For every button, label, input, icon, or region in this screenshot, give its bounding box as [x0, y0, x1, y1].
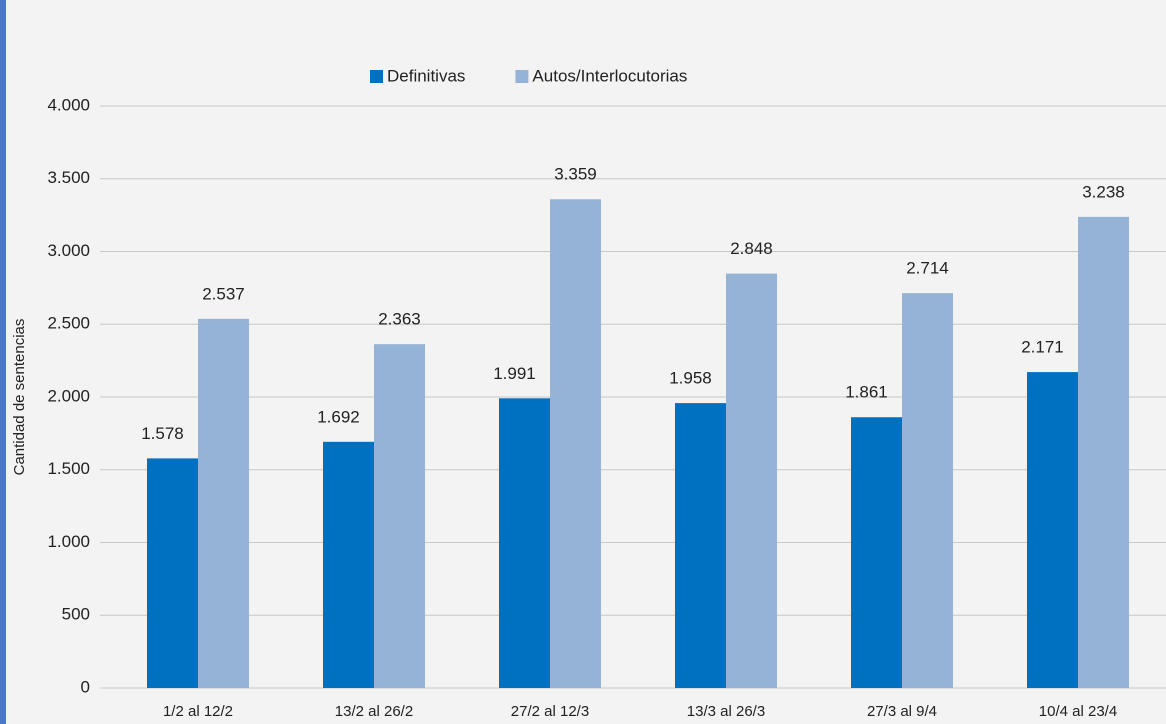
bar: [902, 293, 953, 688]
bar: [1078, 216, 1129, 688]
bar: [851, 417, 902, 688]
legend-swatch: [370, 70, 383, 83]
y-tick-label: 1.500: [47, 459, 90, 478]
value-label: 3.359: [554, 165, 597, 184]
value-label: 3.238: [1082, 182, 1125, 201]
value-label: 1.958: [669, 369, 712, 388]
value-label: 1.578: [141, 424, 184, 443]
y-tick-label: 2.000: [47, 386, 90, 405]
value-label: 2.848: [730, 239, 773, 258]
y-tick-label: 3.000: [47, 241, 90, 260]
bar: [1027, 372, 1078, 688]
y-tick-label: 500: [62, 605, 90, 624]
legend-label: Autos/Interlocutorias: [532, 66, 687, 85]
bar: [147, 458, 198, 688]
legend-label: Definitivas: [387, 66, 465, 85]
x-tick-label: 1/2 al 12/2: [163, 703, 233, 720]
y-tick-label: 4.000: [47, 95, 90, 114]
x-tick-label: 27/3 al 9/4: [867, 703, 937, 720]
legend-swatch: [515, 70, 529, 83]
bar: [550, 199, 601, 688]
bar: [374, 344, 425, 688]
x-tick-label: 27/2 al 12/3: [511, 703, 589, 720]
value-label: 1.692: [317, 407, 360, 426]
value-label: 2.714: [906, 259, 949, 278]
x-tick-label: 10/4 al 23/4: [1039, 703, 1117, 720]
bar: [675, 403, 726, 688]
bar: [726, 273, 777, 688]
value-label: 1.991: [493, 364, 536, 383]
x-tick-label: 13/3 al 26/3: [687, 703, 765, 720]
y-tick-label: 0: [81, 677, 90, 696]
value-label: 1.861: [845, 383, 888, 402]
y-tick-label: 1.000: [47, 532, 90, 551]
y-tick-label: 2.500: [47, 314, 90, 333]
x-tick-label: 13/2 al 26/2: [335, 703, 413, 720]
y-axis-label: Cantidad de sentencias: [11, 319, 28, 476]
value-label: 2.363: [378, 310, 421, 329]
bar: [198, 318, 249, 688]
value-label: 2.537: [202, 284, 245, 303]
y-tick-label: 3.500: [47, 168, 90, 187]
bar: [499, 398, 550, 688]
value-label: 2.171: [1021, 338, 1064, 357]
bar: [323, 441, 374, 688]
left-border: [0, 0, 6, 724]
